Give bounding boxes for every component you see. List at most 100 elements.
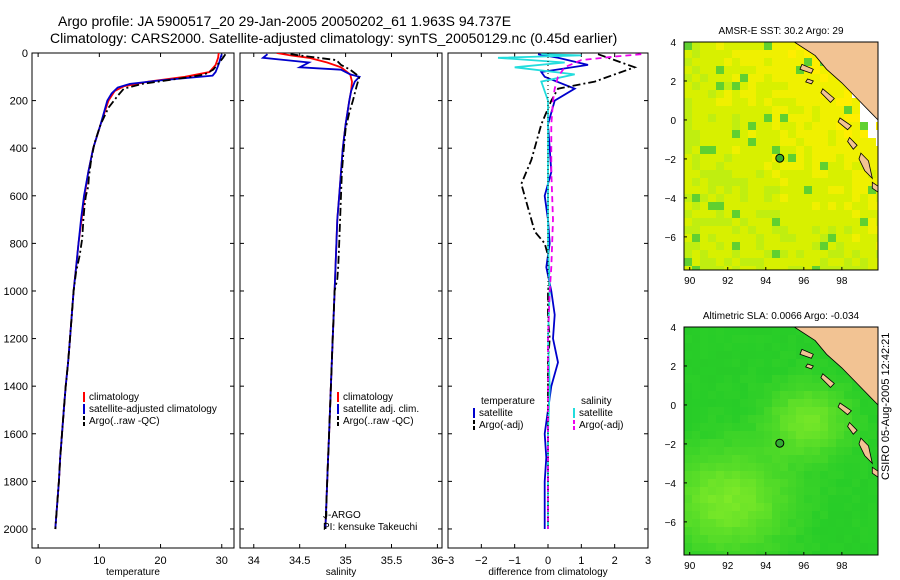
x-tick-label: 1 [578, 555, 584, 567]
y-tick-label: 1800 [4, 476, 28, 488]
y-tick-label: −6 [665, 233, 677, 244]
legend-entry: Argo(..raw -QC) [343, 416, 414, 427]
island [847, 136, 858, 150]
legend-entry: Argo(-adj) [579, 420, 623, 431]
x-tick-label: 92 [722, 276, 734, 287]
x-tick-label: 94 [760, 276, 772, 287]
map-sst_map: AMSR-E SST: 30.2 Argo: 29 90 92 94 96 98 −6 −4 −… [665, 26, 879, 287]
x-tick-label: 0 [545, 555, 551, 567]
legend-entry: Argo(-adj) [479, 420, 523, 431]
x-axis-label: salinity [326, 567, 357, 578]
island [837, 402, 853, 416]
y-tick-label: 1000 [4, 286, 28, 298]
y-tick-label: 400 [10, 143, 28, 155]
axes-box [239, 52, 443, 549]
island [820, 88, 835, 103]
land-mass [793, 42, 878, 121]
y-tick-label: 2 [670, 77, 676, 88]
legend-entry: satellite-adjusted climatology [89, 404, 217, 415]
x-tick-label: 35 [339, 555, 351, 567]
panel-salinity: 34 34.5 35 35.5 36 salinity climatologysatelli… [239, 52, 444, 578]
y-tick-label: 600 [10, 191, 28, 203]
y-tick-label: 0 [670, 116, 676, 127]
float-position-marker [775, 438, 785, 448]
island [871, 466, 878, 478]
x-tick-label: 98 [836, 561, 848, 572]
series-line [290, 53, 361, 530]
island [847, 421, 858, 435]
x-tick-label: 90 [684, 276, 696, 287]
island [805, 363, 814, 370]
series-line [54, 53, 220, 530]
x-tick-label: 0 [35, 555, 41, 567]
y-tick-label: −6 [665, 518, 677, 529]
panel-difference: −3 −2 −1 0 1 2 3 difference from climatology tem… [442, 52, 651, 578]
island [799, 63, 814, 74]
y-tick-label: 200 [10, 96, 28, 108]
panel-temperature: 0 10 20 30 0 200 400 600 800 1000 1200 1400 1600 1800… [4, 48, 235, 578]
x-tick-label: 20 [154, 555, 166, 567]
y-tick-label: 2000 [4, 524, 28, 536]
y-tick-label: 1400 [4, 381, 28, 393]
map-title: Altimetric SLA: 0.0066 Argo: -0.034 [703, 311, 860, 322]
y-tick-label: 2 [670, 362, 676, 373]
legend-entry: satellite adj. clim. [343, 404, 419, 415]
credit-text: CSIRO 05-Aug-2005 12:42:21 [880, 332, 892, 480]
series-line [260, 53, 362, 530]
y-tick-label: 1200 [4, 334, 28, 346]
island [799, 348, 814, 359]
title-line-1: Argo profile: JA 5900517_20 29-Jan-2005 … [58, 13, 512, 29]
series-line [547, 53, 642, 529]
island [871, 181, 878, 193]
x-tick-label: 90 [684, 561, 696, 572]
land-layer [793, 327, 878, 478]
island [837, 117, 853, 131]
series-line [276, 53, 353, 530]
x-tick-label: 34.5 [289, 555, 310, 567]
legend-entry: Argo(..raw -QC) [89, 416, 160, 427]
legend-entry: satellite [479, 408, 513, 419]
x-tick-label: 96 [798, 561, 810, 572]
island [858, 437, 873, 465]
y-tick-label: −4 [665, 479, 677, 490]
y-tick-label: −2 [665, 440, 677, 451]
map-frame [683, 41, 879, 271]
map-title: AMSR-E SST: 30.2 Argo: 29 [718, 26, 843, 37]
island [805, 78, 814, 85]
y-tick-label: 0 [670, 401, 676, 412]
x-axis-label: temperature [106, 567, 160, 578]
x-tick-label: −2 [475, 555, 488, 567]
axes-box [31, 52, 235, 549]
map-sla_map: Altimetric SLA: 0.0066 Argo: -0.034 90 92 9… [665, 311, 879, 572]
annotation: J-ARGO [323, 510, 361, 521]
y-tick-label: −4 [665, 194, 677, 205]
legend-entry: climatology [89, 392, 139, 403]
x-tick-label: 34 [248, 555, 260, 567]
series-line [54, 53, 223, 530]
x-tick-label: 94 [760, 561, 772, 572]
annotation: PI: kensuke Takeuchi [323, 522, 417, 533]
x-tick-label: 36 [431, 555, 443, 567]
x-tick-label: 98 [836, 276, 848, 287]
land-layer [793, 42, 878, 193]
y-tick-label: 800 [10, 238, 28, 250]
legend-title: salinity [581, 396, 612, 407]
x-tick-label: 92 [722, 561, 734, 572]
series-line [537, 53, 589, 529]
x-tick-label: 10 [93, 555, 105, 567]
y-tick-label: −2 [665, 155, 677, 166]
x-tick-label: 35.5 [381, 555, 402, 567]
legend-entry: climatology [343, 392, 393, 403]
legend-title: temperature [481, 396, 535, 407]
x-tick-label: −3 [442, 555, 455, 567]
y-tick-label: 4 [670, 323, 676, 334]
land-mass [793, 327, 878, 406]
x-tick-label: 3 [645, 555, 651, 567]
island [858, 152, 873, 180]
y-tick-label: 0 [22, 48, 28, 60]
y-tick-label: 1600 [4, 429, 28, 441]
x-tick-label: 96 [798, 276, 810, 287]
map-frame [683, 326, 879, 556]
